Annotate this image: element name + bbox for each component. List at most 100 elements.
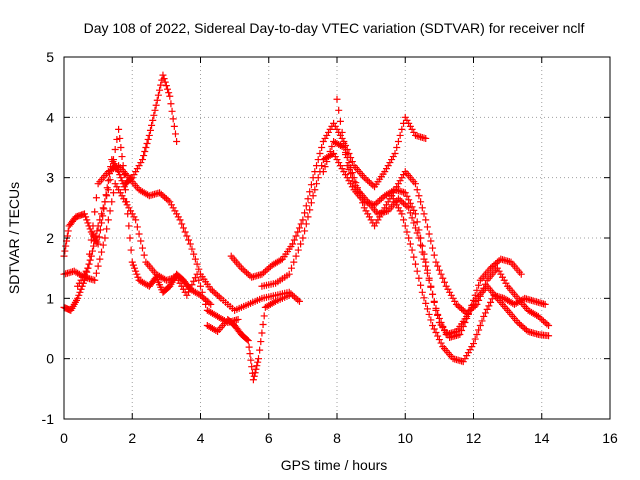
data-point — [388, 156, 396, 164]
data-point — [117, 174, 125, 182]
data-point — [473, 331, 481, 339]
data-point — [456, 331, 464, 339]
data-point — [188, 245, 196, 253]
data-point — [499, 273, 507, 281]
data-point — [179, 285, 187, 293]
data-point — [401, 113, 409, 121]
data-point — [118, 177, 126, 185]
data-point — [423, 269, 431, 277]
data-point — [115, 125, 123, 133]
data-point — [104, 216, 112, 224]
data-point — [396, 196, 404, 204]
data-point — [169, 115, 177, 123]
data-point — [410, 128, 418, 136]
data-point — [106, 207, 114, 215]
data-point — [388, 192, 396, 200]
data-point — [130, 213, 138, 221]
data-point — [166, 198, 174, 206]
data-point — [326, 125, 334, 133]
data-point — [423, 305, 431, 313]
data-point — [157, 190, 165, 198]
data-point — [245, 343, 253, 351]
data-point — [372, 199, 380, 207]
data-point — [133, 270, 141, 278]
data-point — [138, 244, 146, 252]
data-point — [258, 329, 266, 337]
data-point — [98, 210, 106, 218]
data-point — [92, 194, 100, 202]
data-point — [173, 210, 181, 218]
data-point — [316, 150, 324, 158]
data-point — [174, 276, 182, 284]
data-point — [118, 192, 126, 200]
data-point — [195, 276, 203, 284]
data-point — [476, 321, 484, 329]
data-point — [405, 119, 413, 127]
data-point — [389, 189, 397, 197]
data-point — [191, 255, 199, 263]
y-axis-label: SDTVAR / TECUs — [6, 182, 22, 294]
data-point — [193, 260, 201, 268]
data-point — [345, 159, 353, 167]
data-point — [127, 246, 135, 254]
data-point — [263, 266, 271, 274]
data-point — [99, 204, 107, 212]
data-point — [410, 219, 418, 227]
data-point — [93, 227, 101, 235]
data-point — [543, 320, 551, 328]
data-point — [406, 209, 414, 217]
plot-frame — [63, 56, 611, 420]
data-point — [87, 236, 95, 244]
data-point — [372, 219, 380, 227]
y-tick-label: -1 — [42, 411, 55, 427]
data-point — [384, 162, 392, 170]
data-point — [488, 295, 496, 303]
data-point — [459, 358, 467, 366]
data-point — [80, 270, 88, 278]
data-point — [176, 279, 184, 287]
y-tick-label: 2 — [46, 230, 54, 246]
data-point — [91, 237, 99, 245]
data-point — [343, 162, 351, 170]
data-point — [118, 153, 126, 161]
data-point — [427, 316, 435, 324]
data-point — [313, 180, 321, 188]
data-point — [437, 339, 445, 347]
data-point — [432, 258, 440, 266]
data-point — [165, 89, 173, 97]
data-point — [391, 186, 399, 194]
data-point — [425, 310, 433, 318]
data-point — [134, 273, 142, 281]
data-point — [258, 270, 266, 278]
data-point — [360, 174, 368, 182]
data-point — [394, 204, 402, 212]
data-point — [104, 177, 112, 185]
data-point — [401, 201, 409, 209]
data-point — [411, 180, 419, 188]
data-point — [367, 216, 375, 224]
data-point — [333, 156, 341, 164]
data-point — [302, 220, 310, 228]
data-point — [256, 346, 264, 354]
data-point — [382, 165, 390, 173]
x-tick-label: 2 — [128, 430, 136, 446]
data-point — [120, 195, 128, 203]
data-point — [255, 355, 263, 363]
data-point — [345, 177, 353, 185]
data-point — [153, 96, 161, 104]
data-point — [318, 162, 326, 170]
data-point — [336, 131, 344, 139]
data-point — [94, 240, 102, 248]
data-point — [384, 198, 392, 206]
data-point — [259, 320, 267, 328]
data-point — [480, 284, 488, 292]
data-point — [451, 297, 459, 305]
data-point — [446, 288, 454, 296]
data-point — [425, 276, 433, 284]
series-track-h — [319, 137, 553, 329]
data-point — [297, 240, 305, 248]
data-point — [319, 168, 327, 176]
data-point — [103, 225, 111, 233]
data-point — [464, 310, 472, 318]
